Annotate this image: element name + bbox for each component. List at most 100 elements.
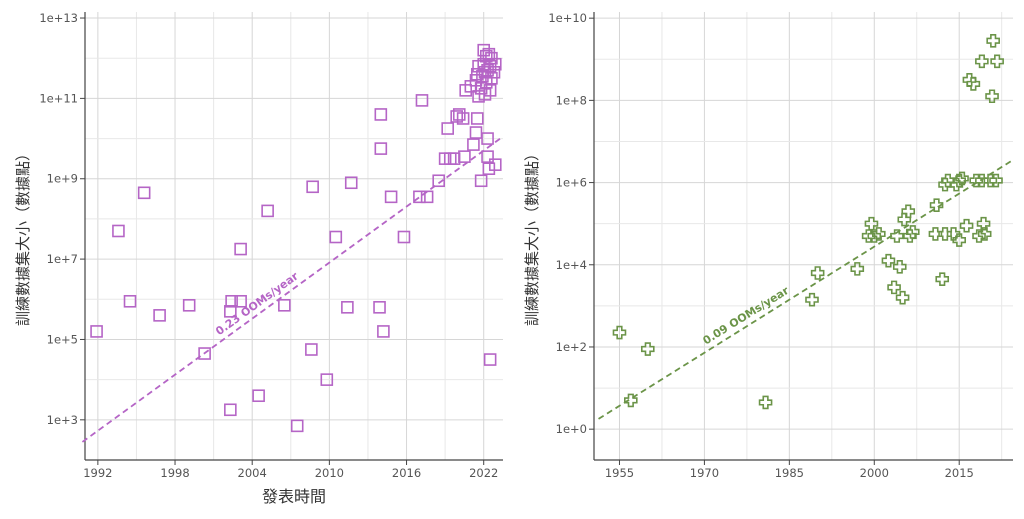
right-data-point (952, 233, 967, 247)
right-x-tick-label: 2000 (860, 466, 889, 480)
left-data-point (452, 108, 466, 121)
right-y-tick-label: 1e+2 (556, 340, 587, 354)
left-data-point (483, 84, 497, 97)
left-data-point (488, 57, 502, 71)
left-data-point (182, 299, 196, 312)
right-y-tick-label: 1e+8 (556, 93, 587, 107)
left-data-point (329, 230, 343, 244)
left-x-tick-label: 2022 (469, 466, 498, 480)
left-ticks: 1992 1998 2004 2010 2016 2022 1e+3 1e+5 1e+7 1e+9… (39, 11, 498, 480)
left-data-point (252, 389, 265, 403)
left-x-tick-label: 1998 (160, 466, 189, 480)
left-data-point (344, 176, 358, 190)
right-data-point (905, 225, 920, 239)
right-data-point (805, 292, 819, 307)
right-y-tick-label: 1e+6 (556, 176, 587, 190)
right-x-tick-label: 1985 (775, 466, 804, 480)
left-data-point (278, 299, 291, 312)
left-data-point (482, 47, 496, 61)
left-data-point (290, 419, 304, 433)
right-data-point (640, 342, 655, 356)
right-data-point (612, 325, 627, 340)
right-data-point (850, 262, 865, 276)
left-data-point (341, 301, 354, 314)
right-points (612, 33, 1004, 410)
left-data-point (470, 112, 484, 125)
right-y-tick-label: 1e+10 (548, 11, 587, 25)
left-data-point (234, 294, 247, 308)
left-data-point (482, 162, 496, 175)
left-data-point (450, 110, 463, 123)
left-data-point (384, 190, 398, 204)
left-data-point (488, 158, 502, 171)
right-data-point (890, 229, 904, 243)
left-data-point (441, 122, 454, 135)
right-data-point (946, 227, 961, 241)
right-y-tick-label: 1e+4 (556, 258, 587, 272)
left-data-point (261, 204, 274, 218)
right-data-point (975, 54, 989, 69)
left-data-point (420, 190, 434, 204)
right-trend-label: 0.09 OOMs/year (701, 284, 792, 348)
right-data-point (990, 54, 1004, 69)
left-data-point (373, 301, 386, 314)
left-x-tick-label: 2016 (392, 466, 421, 480)
left-data-point (467, 138, 480, 151)
left-y-axis-title: 訓練數據集大小（數據點） (14, 146, 32, 326)
left-data-point (397, 230, 411, 244)
right-y-tick-label: 1e+0 (556, 422, 587, 436)
left-x-tick-label: 1992 (83, 466, 112, 480)
left-data-point (224, 305, 237, 318)
right-data-point (986, 33, 1000, 48)
left-data-point (483, 353, 497, 366)
left-data-point (413, 190, 426, 204)
left-data-point (137, 186, 151, 200)
right-data-point (989, 173, 1003, 188)
right-data-point (955, 171, 969, 186)
right-trend: 0.09 OOMs/year (598, 159, 1014, 420)
left-data-point (458, 150, 471, 163)
left-data-point (90, 325, 103, 338)
right-data-point (966, 77, 981, 91)
right-data-point (976, 216, 991, 231)
left-x-tick-label: 2010 (315, 466, 344, 480)
left-data-point (481, 150, 494, 163)
right-data-point (867, 229, 882, 243)
right-data-point (962, 73, 977, 87)
left-trend-line (81, 135, 504, 443)
right-x-tick-label: 2015 (945, 466, 974, 480)
left-chart: 0.23 OOMs/year 1992 1998 2004 2010 2016 20221… (14, 11, 504, 506)
left-y-tick-label: 1e+7 (47, 252, 78, 266)
left-y-tick-label: 1e+3 (47, 413, 78, 427)
left-data-point (374, 108, 388, 121)
left-data-point (481, 132, 494, 145)
left-data-point (153, 309, 166, 322)
right-data-point (903, 229, 917, 243)
left-axes (84, 12, 503, 461)
left-gridlines (85, 12, 503, 461)
left-data-point (305, 343, 318, 356)
left-points (90, 43, 502, 433)
right-data-point (872, 227, 886, 241)
left-data-point (123, 294, 137, 308)
right-data-point (810, 266, 825, 280)
left-trend: 0.23 OOMs/year (81, 135, 504, 443)
left-data-point (415, 94, 429, 107)
left-data-point (374, 142, 388, 155)
left-data-point (306, 180, 319, 194)
left-y-tick-label: 1e+5 (47, 332, 78, 346)
right-data-point (938, 177, 952, 192)
left-data-point (469, 126, 483, 139)
right-data-point (929, 198, 944, 212)
right-ticks: 1955 1970 1985 2000 2015 1e+0 1e+2 1e+4 1e+6 1e+8… (548, 11, 974, 480)
right-data-point (895, 290, 910, 305)
right-data-point (758, 395, 773, 410)
left-y-tick-label: 1e+9 (47, 172, 78, 186)
left-y-tick-label: 1e+11 (39, 91, 78, 105)
right-data-point (985, 89, 999, 104)
right-data-point (972, 229, 986, 243)
left-data-point (487, 65, 501, 79)
left-x-axis-title: 發表時間 (262, 487, 326, 506)
right-data-point (624, 393, 638, 408)
right-data-point (892, 260, 907, 274)
